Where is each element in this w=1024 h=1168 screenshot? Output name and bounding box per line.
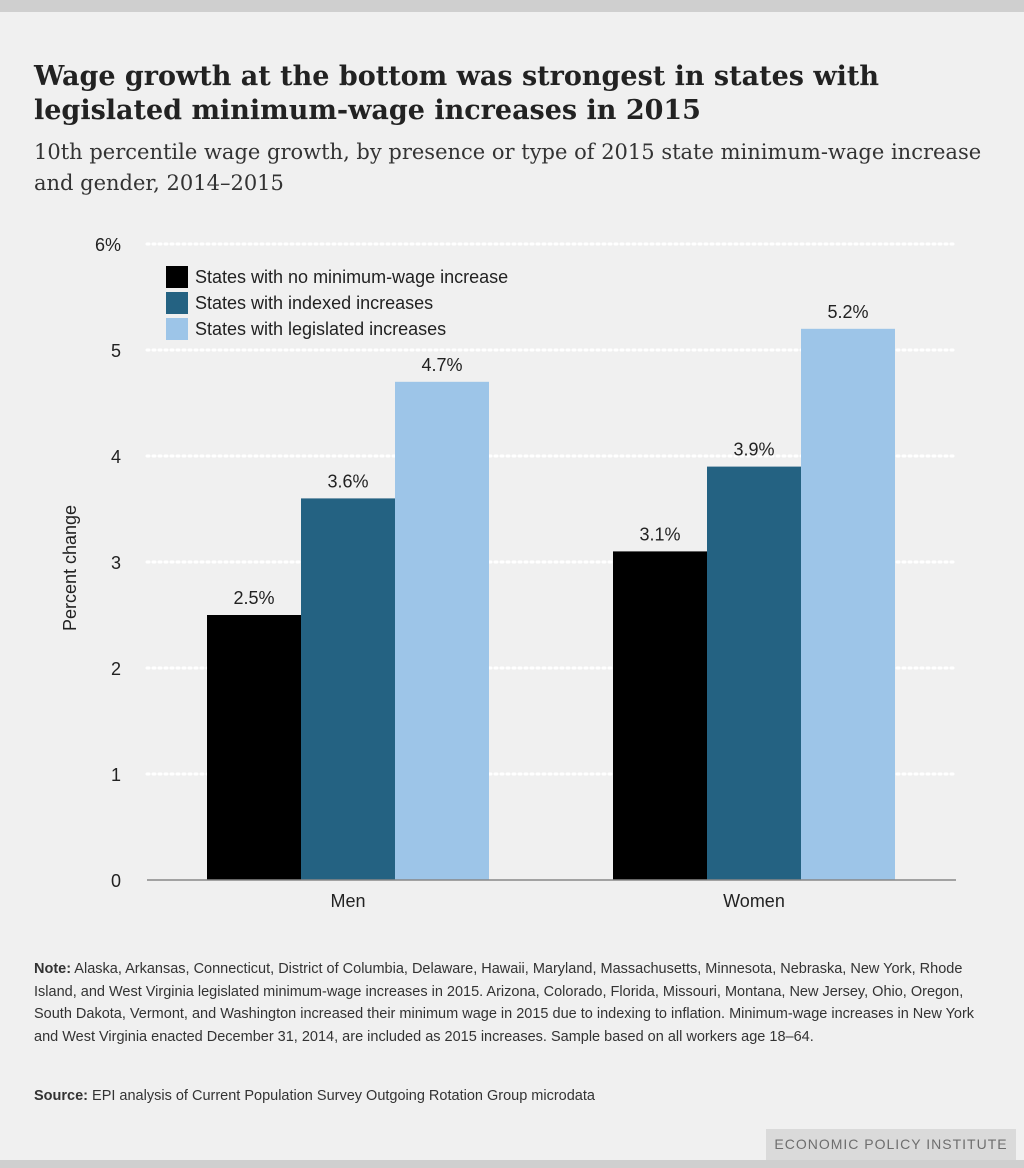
bar xyxy=(395,381,489,880)
legend-swatch xyxy=(166,292,188,314)
chart-title: Wage growth at the bottom was strongest … xyxy=(34,61,879,126)
bar-chart: 0 1 2 3 4 5 6% Percent change 2.5% 3.6% 4.7% Men 3.1… xyxy=(60,235,958,911)
y-tick-label: 0 xyxy=(111,871,121,891)
top-border xyxy=(0,0,1024,12)
legend-label: States with no minimum-wage increase xyxy=(195,267,508,287)
x-category-label: Women xyxy=(723,891,785,911)
bar xyxy=(613,551,707,880)
source-text: EPI analysis of Current Population Surve… xyxy=(92,1088,595,1104)
data-label: 2.5% xyxy=(233,588,274,608)
data-label: 3.1% xyxy=(639,524,680,544)
y-tick-label: 6% xyxy=(95,235,121,255)
bar xyxy=(801,328,895,880)
y-tick-label: 2 xyxy=(111,659,121,679)
legend-label: States with indexed increases xyxy=(195,293,433,313)
bar xyxy=(301,498,395,880)
chart-subtitle: 10th percentile wage growth, by presence… xyxy=(34,140,982,195)
data-label: 4.7% xyxy=(421,355,462,375)
bar xyxy=(207,615,301,880)
y-tick-label: 4 xyxy=(111,447,121,467)
bar xyxy=(707,466,801,880)
x-category-label: Men xyxy=(330,891,365,911)
note-label: Note: xyxy=(34,961,72,977)
bottom-border xyxy=(0,1160,1024,1168)
chart-source: Source: EPI analysis of Current Populati… xyxy=(34,1085,994,1107)
note-text: Alaska, Arkansas, Connecticut, District … xyxy=(34,961,975,1045)
source-label: Source: xyxy=(34,1088,88,1104)
publisher-brand: ECONOMIC POLICY INSTITUTE xyxy=(766,1129,1016,1160)
data-label: 3.6% xyxy=(327,471,368,491)
y-tick-label: 1 xyxy=(111,765,121,785)
legend-swatch xyxy=(166,318,188,340)
chart-note: Note: Alaska, Arkansas, Connecticut, Dis… xyxy=(34,958,994,1048)
y-tick-label: 3 xyxy=(111,553,121,573)
legend-label: States with legislated increases xyxy=(195,319,446,339)
y-axis-label: Percent change xyxy=(60,505,80,631)
data-label: 5.2% xyxy=(827,302,868,322)
data-label: 3.9% xyxy=(733,440,774,460)
legend-swatch xyxy=(166,266,188,288)
y-tick-label: 5 xyxy=(111,341,121,361)
